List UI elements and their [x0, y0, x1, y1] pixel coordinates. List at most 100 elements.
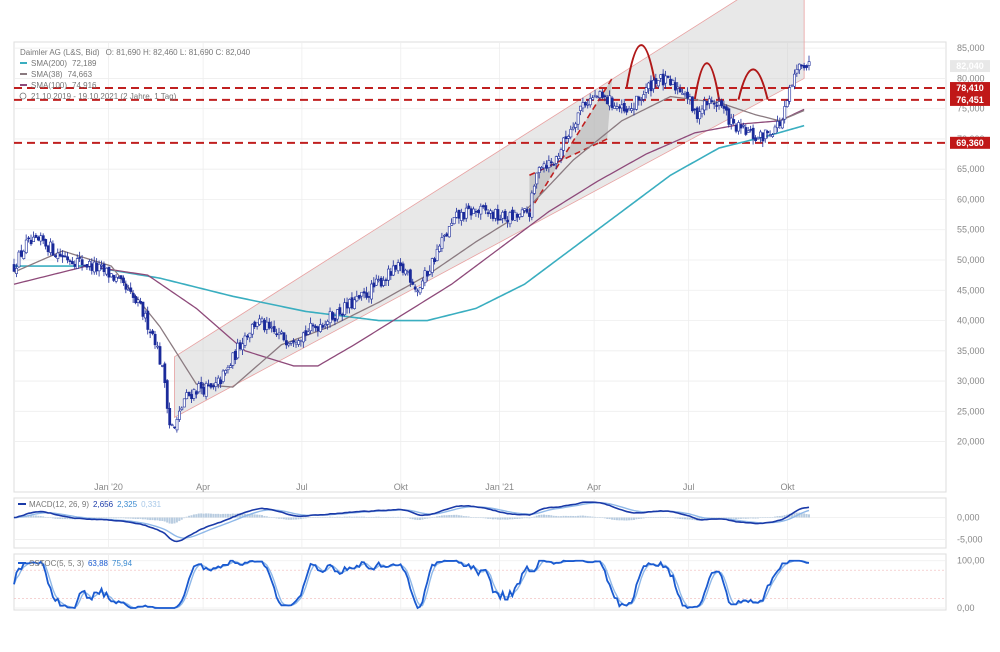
macd-bar [530, 517, 533, 518]
candle-body [554, 156, 558, 164]
candle-body [805, 65, 809, 68]
last-price-tag: 82,040 [956, 61, 984, 71]
candle-body [124, 283, 128, 290]
candle-body [229, 365, 232, 368]
candle-body [467, 205, 471, 209]
candle-body [443, 235, 446, 237]
candle-body [610, 97, 614, 108]
candle-body [190, 394, 193, 400]
macd-bar [778, 516, 781, 518]
macd-y-axis: 0,000 -5,000 [957, 513, 983, 545]
macd-bar [645, 517, 648, 519]
macd-bar [664, 517, 667, 518]
candle-body [715, 105, 719, 107]
candle-body [399, 262, 403, 267]
candle-body [498, 218, 502, 221]
candle-body [88, 261, 91, 267]
macd-bar [112, 517, 115, 519]
candle-body [469, 208, 473, 216]
candle-body [272, 326, 276, 333]
macd-bar [214, 513, 217, 518]
macd-bar [268, 516, 271, 518]
candle-body [452, 217, 456, 225]
macd-bar [654, 517, 657, 518]
macd-bar [166, 517, 169, 523]
candle-body [61, 255, 65, 258]
macd-bar [572, 515, 575, 518]
candle-body [323, 324, 327, 327]
macd-bar [577, 515, 580, 518]
candle-body [100, 264, 104, 267]
macd-bar [251, 514, 254, 518]
sma100-swatch [20, 84, 27, 86]
candle-body [178, 410, 181, 420]
candle-body [34, 234, 38, 238]
macd-bar [141, 517, 144, 520]
macd-bar [443, 515, 446, 518]
candle-body [426, 271, 429, 277]
candle-body [129, 287, 133, 292]
candle-body [185, 392, 189, 400]
candle-body [314, 325, 317, 329]
candle-body [656, 80, 660, 87]
candle-body [669, 78, 672, 86]
candle-body [49, 241, 52, 253]
macd-bar [666, 517, 669, 518]
candle-body [601, 92, 604, 98]
macd-bar [518, 517, 521, 519]
candle-body [433, 258, 437, 262]
sma38-value: 74,663 [68, 70, 93, 79]
candle-body [401, 263, 405, 273]
macd-bar [499, 517, 502, 520]
macd-bar [808, 514, 810, 518]
macd-bar [363, 516, 366, 518]
candle-body [700, 108, 704, 115]
candle-body [542, 163, 546, 169]
macd-bar [603, 517, 606, 519]
candle-body [362, 291, 366, 294]
candle-body [528, 212, 531, 217]
macd-value-2: 2,325 [117, 500, 138, 509]
candle-body [778, 121, 782, 127]
macd-bar [513, 517, 516, 519]
macd-bar [569, 515, 572, 518]
candle-body [148, 331, 152, 334]
macd-bar [756, 517, 759, 519]
candle-body [63, 255, 67, 258]
candle-body [24, 239, 28, 253]
candle-body [515, 214, 519, 218]
candle-body [165, 380, 169, 409]
candle-body [51, 243, 55, 256]
candle-body [464, 207, 468, 219]
macd-bar [776, 516, 779, 518]
candle-body [763, 129, 767, 140]
x-tick-label: Jul [296, 482, 308, 492]
candle-body [790, 84, 794, 87]
candle-body [92, 261, 96, 273]
macd-bar [453, 514, 456, 518]
candle-body [85, 264, 89, 268]
candle-body [202, 386, 206, 395]
candle-body [525, 209, 529, 213]
resistance-tag-2-bg [950, 93, 990, 106]
macd-bar [253, 514, 256, 518]
macd-bar [511, 517, 514, 520]
macd-bar [68, 517, 71, 520]
candle-body [75, 258, 79, 269]
sstoc-tick-label: 100,00 [957, 556, 985, 566]
macd-bar [346, 516, 349, 518]
wedge-shade [529, 78, 613, 212]
candle-body [350, 297, 354, 309]
macd-bar [39, 515, 42, 518]
macd-bar [688, 517, 691, 520]
candle-body [717, 101, 721, 106]
candle-body [216, 377, 220, 385]
candle-body [486, 212, 490, 215]
candle-body [136, 299, 140, 303]
candle-body [673, 82, 677, 91]
resistance-tag-1: 78,410 [956, 83, 984, 93]
macd-bar [423, 517, 426, 519]
macd-bar [200, 513, 203, 518]
candle-body [749, 129, 753, 131]
